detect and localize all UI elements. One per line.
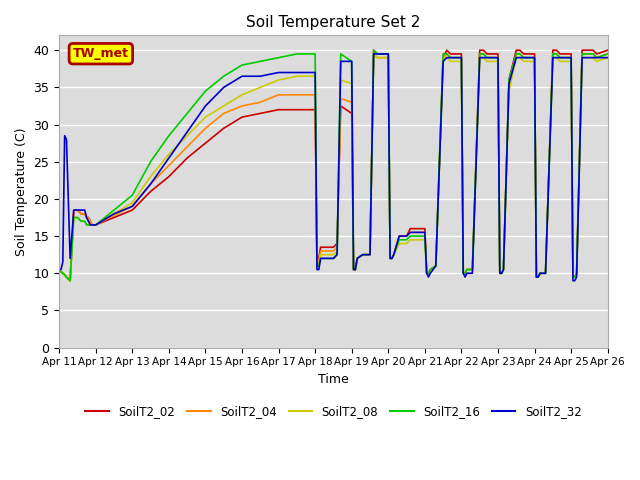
SoilT2_16 [370, 48, 378, 53]
SoilT2_16 [541, 270, 549, 276]
SoilT2_16 [67, 278, 74, 284]
SoilT2_02 [604, 48, 612, 53]
Line: SoilT2_04: SoilT2_04 [59, 54, 608, 281]
SoilT2_02 [67, 278, 74, 284]
SoilT2_04 [370, 51, 378, 57]
Title: Soil Temperature Set 2: Soil Temperature Set 2 [246, 15, 420, 30]
SoilT2_32 [84, 218, 92, 224]
SoilT2_02 [238, 114, 246, 120]
SoilT2_08 [541, 270, 549, 276]
Y-axis label: Soil Temperature (C): Soil Temperature (C) [15, 127, 28, 256]
SoilT2_02 [432, 263, 440, 269]
SoilT2_32 [370, 51, 378, 57]
SoilT2_04 [67, 278, 74, 284]
SoilT2_08 [432, 263, 440, 269]
SoilT2_32 [426, 270, 434, 276]
Line: SoilT2_08: SoilT2_08 [59, 54, 608, 281]
Line: SoilT2_32: SoilT2_32 [59, 54, 608, 281]
SoilT2_16 [238, 62, 246, 68]
SoilT2_02 [593, 51, 600, 57]
SoilT2_02 [86, 218, 94, 224]
SoilT2_32 [55, 267, 63, 273]
SoilT2_16 [86, 222, 94, 228]
SoilT2_16 [604, 51, 612, 57]
SoilT2_08 [275, 77, 282, 83]
SoilT2_02 [370, 48, 378, 53]
Legend: SoilT2_02, SoilT2_04, SoilT2_08, SoilT2_16, SoilT2_32: SoilT2_02, SoilT2_04, SoilT2_08, SoilT2_… [81, 400, 586, 423]
SoilT2_32 [220, 84, 228, 90]
SoilT2_02 [541, 270, 549, 276]
Line: SoilT2_16: SoilT2_16 [59, 50, 608, 281]
SoilT2_08 [604, 55, 612, 60]
SoilT2_32 [593, 55, 600, 60]
SoilT2_04 [541, 270, 549, 276]
SoilT2_04 [275, 92, 282, 98]
SoilT2_32 [536, 270, 544, 276]
SoilT2_32 [569, 278, 577, 284]
SoilT2_02 [275, 107, 282, 113]
SoilT2_08 [55, 267, 63, 273]
SoilT2_16 [55, 267, 63, 273]
SoilT2_08 [86, 222, 94, 228]
SoilT2_08 [67, 278, 74, 284]
X-axis label: Time: Time [318, 373, 349, 386]
SoilT2_02 [55, 267, 63, 273]
SoilT2_04 [593, 55, 600, 60]
SoilT2_32 [604, 55, 612, 60]
SoilT2_04 [86, 218, 94, 224]
SoilT2_04 [604, 51, 612, 57]
SoilT2_04 [55, 267, 63, 273]
SoilT2_08 [593, 59, 600, 64]
SoilT2_04 [238, 103, 246, 109]
SoilT2_16 [593, 55, 600, 60]
SoilT2_16 [432, 263, 440, 269]
SoilT2_04 [432, 263, 440, 269]
Text: TW_met: TW_met [73, 47, 129, 60]
Line: SoilT2_02: SoilT2_02 [59, 50, 608, 281]
SoilT2_32 [257, 73, 264, 79]
SoilT2_08 [238, 92, 246, 98]
SoilT2_16 [275, 55, 282, 60]
SoilT2_08 [370, 51, 378, 57]
